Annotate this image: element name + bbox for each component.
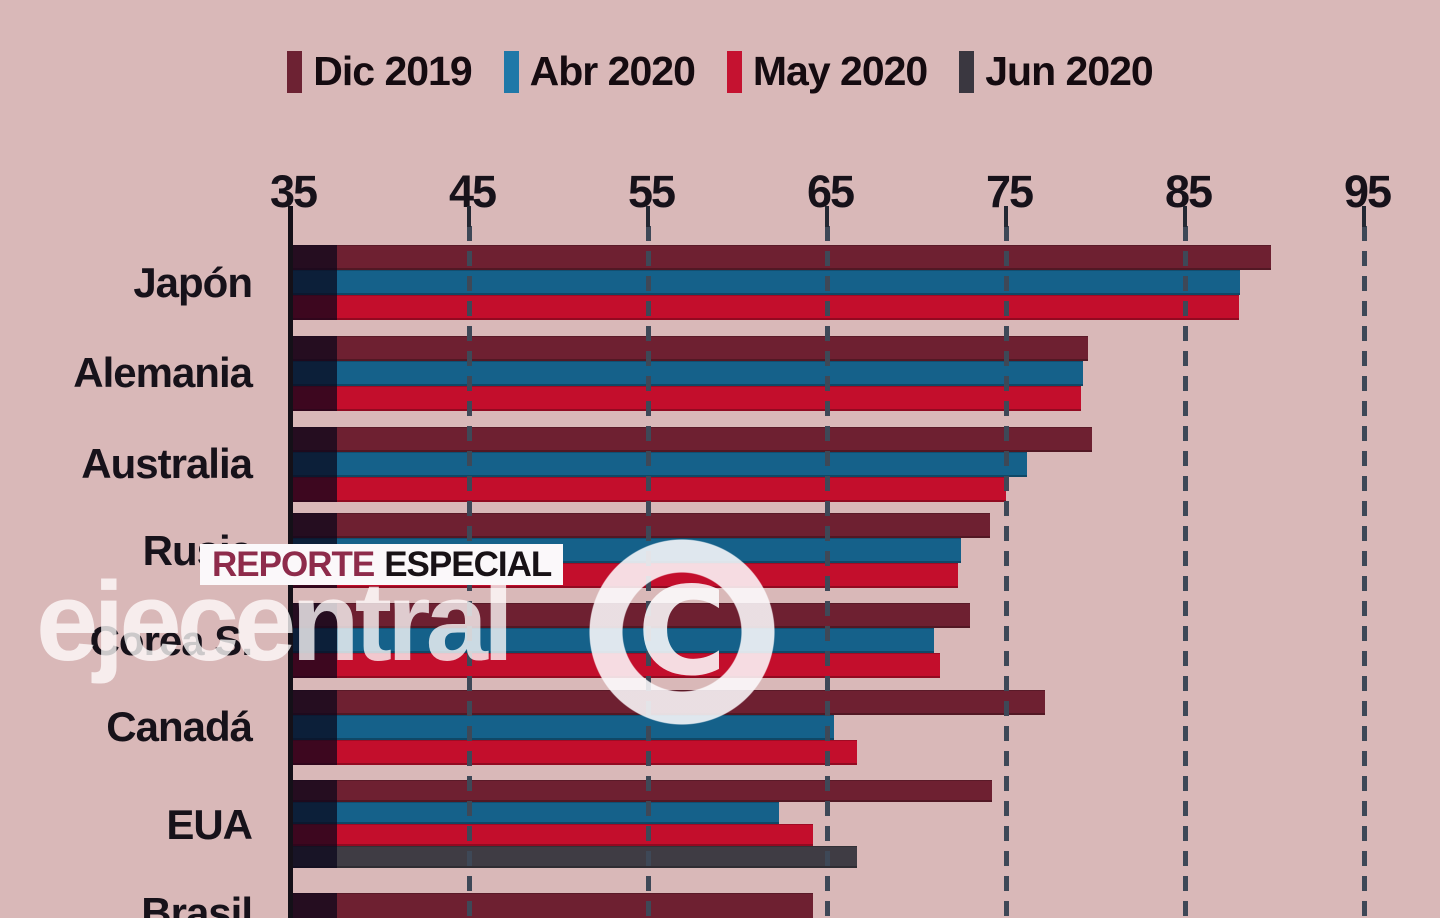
bar-japn-dic-2019 [290,245,1271,270]
category-label-japn: Japón [133,259,253,306]
bar-canad-abr-2020 [290,715,835,740]
category-label-coreas: Corea S. [89,617,253,664]
category-label-australia: Australia [81,440,253,487]
chart-legend: Dic 2019 Abr 2020 May 2020 Jun 2020 [0,48,1440,95]
x-axis-tick-label: 75 [985,166,1034,217]
bar-eua-dic-2019 [290,780,992,802]
x-axis-tick-label: 45 [448,166,497,217]
bar-australia-dic-2019 [290,427,1092,452]
bar-eua-jun-2020 [290,846,858,868]
bar-japn-may-2020 [290,295,1239,320]
x-axis-tick-label: 55 [627,166,676,217]
bar-start-shade [290,690,337,765]
bar-canad-may-2020 [290,740,858,765]
x-axis-tick-mark [1183,206,1187,227]
x-axis-tick-label: 65 [806,166,855,217]
legend-swatch-icon [726,50,742,93]
category-label-canad: Canadá [106,703,253,750]
legend-item-may-2020: May 2020 [726,48,928,95]
legend-label: Jun 2020 [985,48,1153,94]
bar-start-shade [290,427,337,502]
bar-eua-may-2020 [290,824,813,846]
legend-label: Dic 2019 [313,48,472,94]
legend-swatch-icon [287,50,303,93]
x-axis-tick-mark [467,206,471,227]
gridline [1362,226,1367,918]
x-axis-tick-label: 85 [1164,166,1213,217]
bar-start-shade [290,780,337,868]
bar-rusia-dic-2019 [290,513,990,538]
bar-eua-abr-2020 [290,802,779,824]
watermark-badge: REPORTE ESPECIAL [200,544,564,585]
ejecentral-logo-c-icon: C [637,561,727,703]
x-axis-tick-mark [1004,206,1008,227]
bar-alemania-may-2020 [290,386,1082,411]
gridline [1183,226,1188,918]
x-axis-tick-label: 35 [269,166,318,217]
legend-item-dic-2019: Dic 2019 [287,48,473,95]
x-axis-tick-mark [1362,206,1366,227]
bar-start-shade [290,603,337,678]
legend-item-abr-2020: Abr 2020 [503,48,696,95]
legend-swatch-icon [503,50,519,93]
gridline [825,226,830,918]
category-label-eua: EUA [166,801,253,848]
bar-australia-abr-2020 [290,452,1028,477]
legend-item-jun-2020: Jun 2020 [959,48,1154,95]
x-axis-tick-mark [825,206,829,227]
bar-start-shade [290,245,337,320]
gridline [1004,226,1009,918]
legend-swatch-icon [959,50,975,93]
bar-start-shade [290,336,337,411]
legend-label: May 2020 [752,48,928,94]
bar-brasil-dic-2019 [290,893,813,918]
bar-start-shade [290,893,337,918]
legend-label: Abr 2020 [529,48,696,94]
watermark-badge-secondary: ESPECIAL [384,544,552,584]
watermark-badge-primary: REPORTE [212,544,375,584]
category-label-alemania: Alemania [73,349,253,396]
category-label-brasil: Brasil [141,889,253,918]
bar-alemania-dic-2019 [290,336,1089,361]
x-axis-tick-mark [646,206,650,227]
ejecentral-logo-ring-icon [588,538,776,726]
bar-alemania-abr-2020 [290,361,1083,386]
bar-japn-abr-2020 [290,270,1241,295]
x-axis-tick-label: 95 [1343,166,1392,217]
